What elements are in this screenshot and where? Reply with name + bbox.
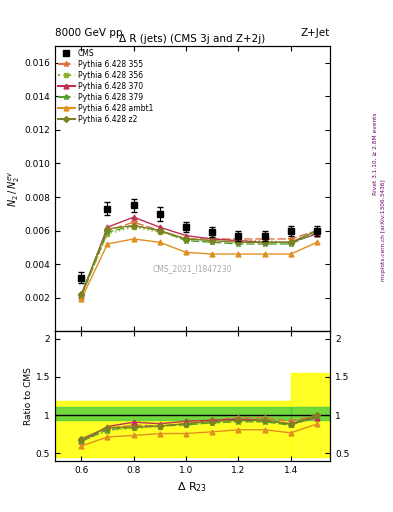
Y-axis label: $N_2\,/\,N_2^{ev}$: $N_2\,/\,N_2^{ev}$ <box>6 170 22 207</box>
Pythia 6.428 355 <box>105 227 110 233</box>
Pythia 6.428 z2 <box>236 239 241 245</box>
Pythia 6.428 z2 <box>210 238 215 244</box>
Pythia 6.428 ambt1 <box>288 251 293 257</box>
Pythia 6.428 ambt1 <box>210 251 215 257</box>
Pythia 6.428 z2 <box>79 291 84 297</box>
Pythia 6.428 370 <box>236 238 241 244</box>
Pythia 6.428 z2 <box>131 223 136 229</box>
Pythia 6.428 379 <box>262 241 267 247</box>
Pythia 6.428 ambt1 <box>79 296 84 303</box>
Text: Rivet 3.1.10, ≥ 2.8M events: Rivet 3.1.10, ≥ 2.8M events <box>373 112 378 195</box>
Text: mcplots.cern.ch [arXiv:1306.3436]: mcplots.cern.ch [arXiv:1306.3436] <box>381 180 386 281</box>
Pythia 6.428 370 <box>158 224 162 230</box>
Pythia 6.428 356 <box>158 229 162 236</box>
Pythia 6.428 z2 <box>158 227 162 233</box>
Pythia 6.428 355 <box>79 293 84 299</box>
Pythia 6.428 355 <box>315 227 320 233</box>
Pythia 6.428 379 <box>315 229 320 236</box>
Pythia 6.428 356 <box>210 236 215 242</box>
Line: Pythia 6.428 356: Pythia 6.428 356 <box>79 225 320 298</box>
Pythia 6.428 379 <box>158 227 162 233</box>
Pythia 6.428 379 <box>236 241 241 247</box>
Pythia 6.428 355 <box>236 236 241 242</box>
Pythia 6.428 ambt1 <box>105 241 110 247</box>
Pythia 6.428 356 <box>236 238 241 244</box>
Pythia 6.428 356 <box>184 236 188 242</box>
Pythia 6.428 370 <box>210 236 215 242</box>
Pythia 6.428 370 <box>105 224 110 230</box>
Pythia 6.428 370 <box>184 232 188 239</box>
Pythia 6.428 370 <box>131 214 136 220</box>
Pythia 6.428 355 <box>184 236 188 242</box>
Pythia 6.428 379 <box>79 293 84 299</box>
Y-axis label: Ratio to CMS: Ratio to CMS <box>24 367 33 425</box>
Text: 8000 GeV pp: 8000 GeV pp <box>55 28 123 38</box>
Pythia 6.428 370 <box>315 231 320 237</box>
Pythia 6.428 355 <box>262 236 267 242</box>
Pythia 6.428 356 <box>131 224 136 230</box>
Pythia 6.428 356 <box>315 229 320 236</box>
Pythia 6.428 355 <box>288 236 293 242</box>
Pythia 6.428 ambt1 <box>158 239 162 245</box>
Pythia 6.428 379 <box>184 238 188 244</box>
Legend: CMS, Pythia 6.428 355, Pythia 6.428 356, Pythia 6.428 370, Pythia 6.428 379, Pyt: CMS, Pythia 6.428 355, Pythia 6.428 356,… <box>57 48 154 124</box>
Pythia 6.428 379 <box>288 241 293 247</box>
X-axis label: Δ R$_{23}$: Δ R$_{23}$ <box>178 480 208 494</box>
Line: Pythia 6.428 355: Pythia 6.428 355 <box>79 220 320 299</box>
Pythia 6.428 z2 <box>315 227 320 233</box>
Pythia 6.428 379 <box>131 223 136 229</box>
Pythia 6.428 ambt1 <box>236 251 241 257</box>
Pythia 6.428 ambt1 <box>131 236 136 242</box>
Pythia 6.428 379 <box>105 229 110 236</box>
Text: CMS_2021_I1847230: CMS_2021_I1847230 <box>153 264 232 273</box>
Line: Pythia 6.428 ambt1: Pythia 6.428 ambt1 <box>79 237 320 302</box>
Pythia 6.428 370 <box>79 293 84 299</box>
Text: Z+Jet: Z+Jet <box>301 28 330 38</box>
Pythia 6.428 356 <box>288 239 293 245</box>
Line: Pythia 6.428 370: Pythia 6.428 370 <box>79 215 320 298</box>
Pythia 6.428 355 <box>210 236 215 242</box>
Pythia 6.428 ambt1 <box>262 251 267 257</box>
Pythia 6.428 z2 <box>288 239 293 245</box>
Pythia 6.428 356 <box>262 238 267 244</box>
Line: Pythia 6.428 379: Pythia 6.428 379 <box>79 223 320 299</box>
Pythia 6.428 356 <box>79 293 84 299</box>
Pythia 6.428 370 <box>262 239 267 245</box>
Pythia 6.428 355 <box>131 219 136 225</box>
Pythia 6.428 379 <box>210 239 215 245</box>
Pythia 6.428 356 <box>105 231 110 237</box>
Pythia 6.428 z2 <box>184 236 188 242</box>
Pythia 6.428 370 <box>288 239 293 245</box>
Pythia 6.428 z2 <box>105 226 110 232</box>
Pythia 6.428 355 <box>158 227 162 233</box>
Pythia 6.428 ambt1 <box>315 239 320 245</box>
Pythia 6.428 ambt1 <box>184 249 188 255</box>
Line: Pythia 6.428 z2: Pythia 6.428 z2 <box>79 223 319 296</box>
Title: Δ R (jets) (CMS 3j and Z+2j): Δ R (jets) (CMS 3j and Z+2j) <box>119 34 266 44</box>
Pythia 6.428 z2 <box>262 239 267 245</box>
